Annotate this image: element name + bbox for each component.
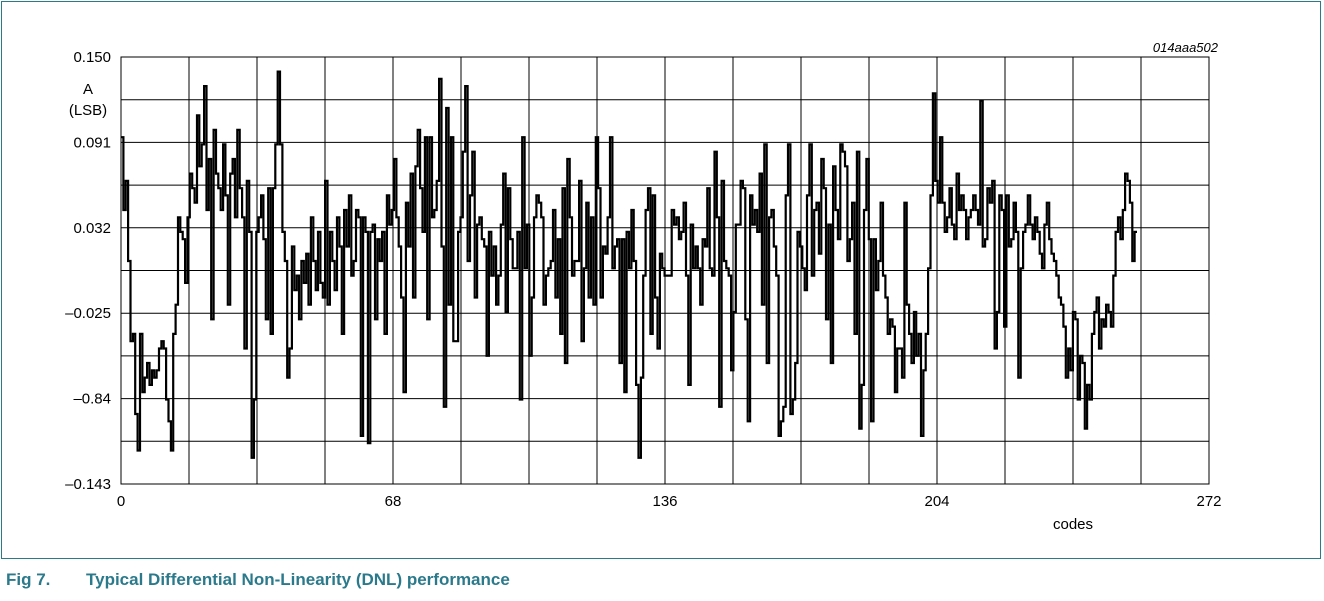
figure-frame xyxy=(1,1,1321,559)
x-tick-label: 136 xyxy=(652,493,677,510)
figure-title: Typical Differential Non-Linearity (DNL)… xyxy=(86,570,510,589)
figure-reference-code: 014aaa502 xyxy=(1153,40,1219,55)
x-axis-label: codes xyxy=(1053,516,1093,533)
y-tick-label: –0.025 xyxy=(65,305,111,322)
x-tick-label: 68 xyxy=(385,493,402,510)
y-tick-label: 0.091 xyxy=(73,134,111,151)
figure-number: Fig 7. xyxy=(6,570,51,589)
y-tick-label: –0.84 xyxy=(73,391,111,408)
y-tick-label: –0.143 xyxy=(65,476,111,493)
series-line-dnl xyxy=(121,70,1137,459)
x-tick-label: 204 xyxy=(924,493,949,510)
y-axis-label-line2: (LSB) xyxy=(69,102,107,119)
dnl-chart: 0.150 0.091 0.032 –0.025 –0.84 –0.143 0 68 136 2… xyxy=(65,40,1222,533)
x-axis-ticks: 0 68 136 204 272 xyxy=(117,493,1222,510)
y-tick-label: 0.150 xyxy=(73,49,111,66)
y-tick-label: 0.032 xyxy=(73,220,111,237)
figure-caption: Fig 7. Typical Differential Non-Linearity… xyxy=(6,570,510,590)
plot-border xyxy=(120,56,1210,485)
y-axis-label-line1: A xyxy=(83,81,93,98)
x-tick-label: 272 xyxy=(1196,493,1221,510)
x-tick-label: 0 xyxy=(117,493,125,510)
y-axis-ticks: 0.150 0.091 0.032 –0.025 –0.84 –0.143 xyxy=(65,49,111,493)
